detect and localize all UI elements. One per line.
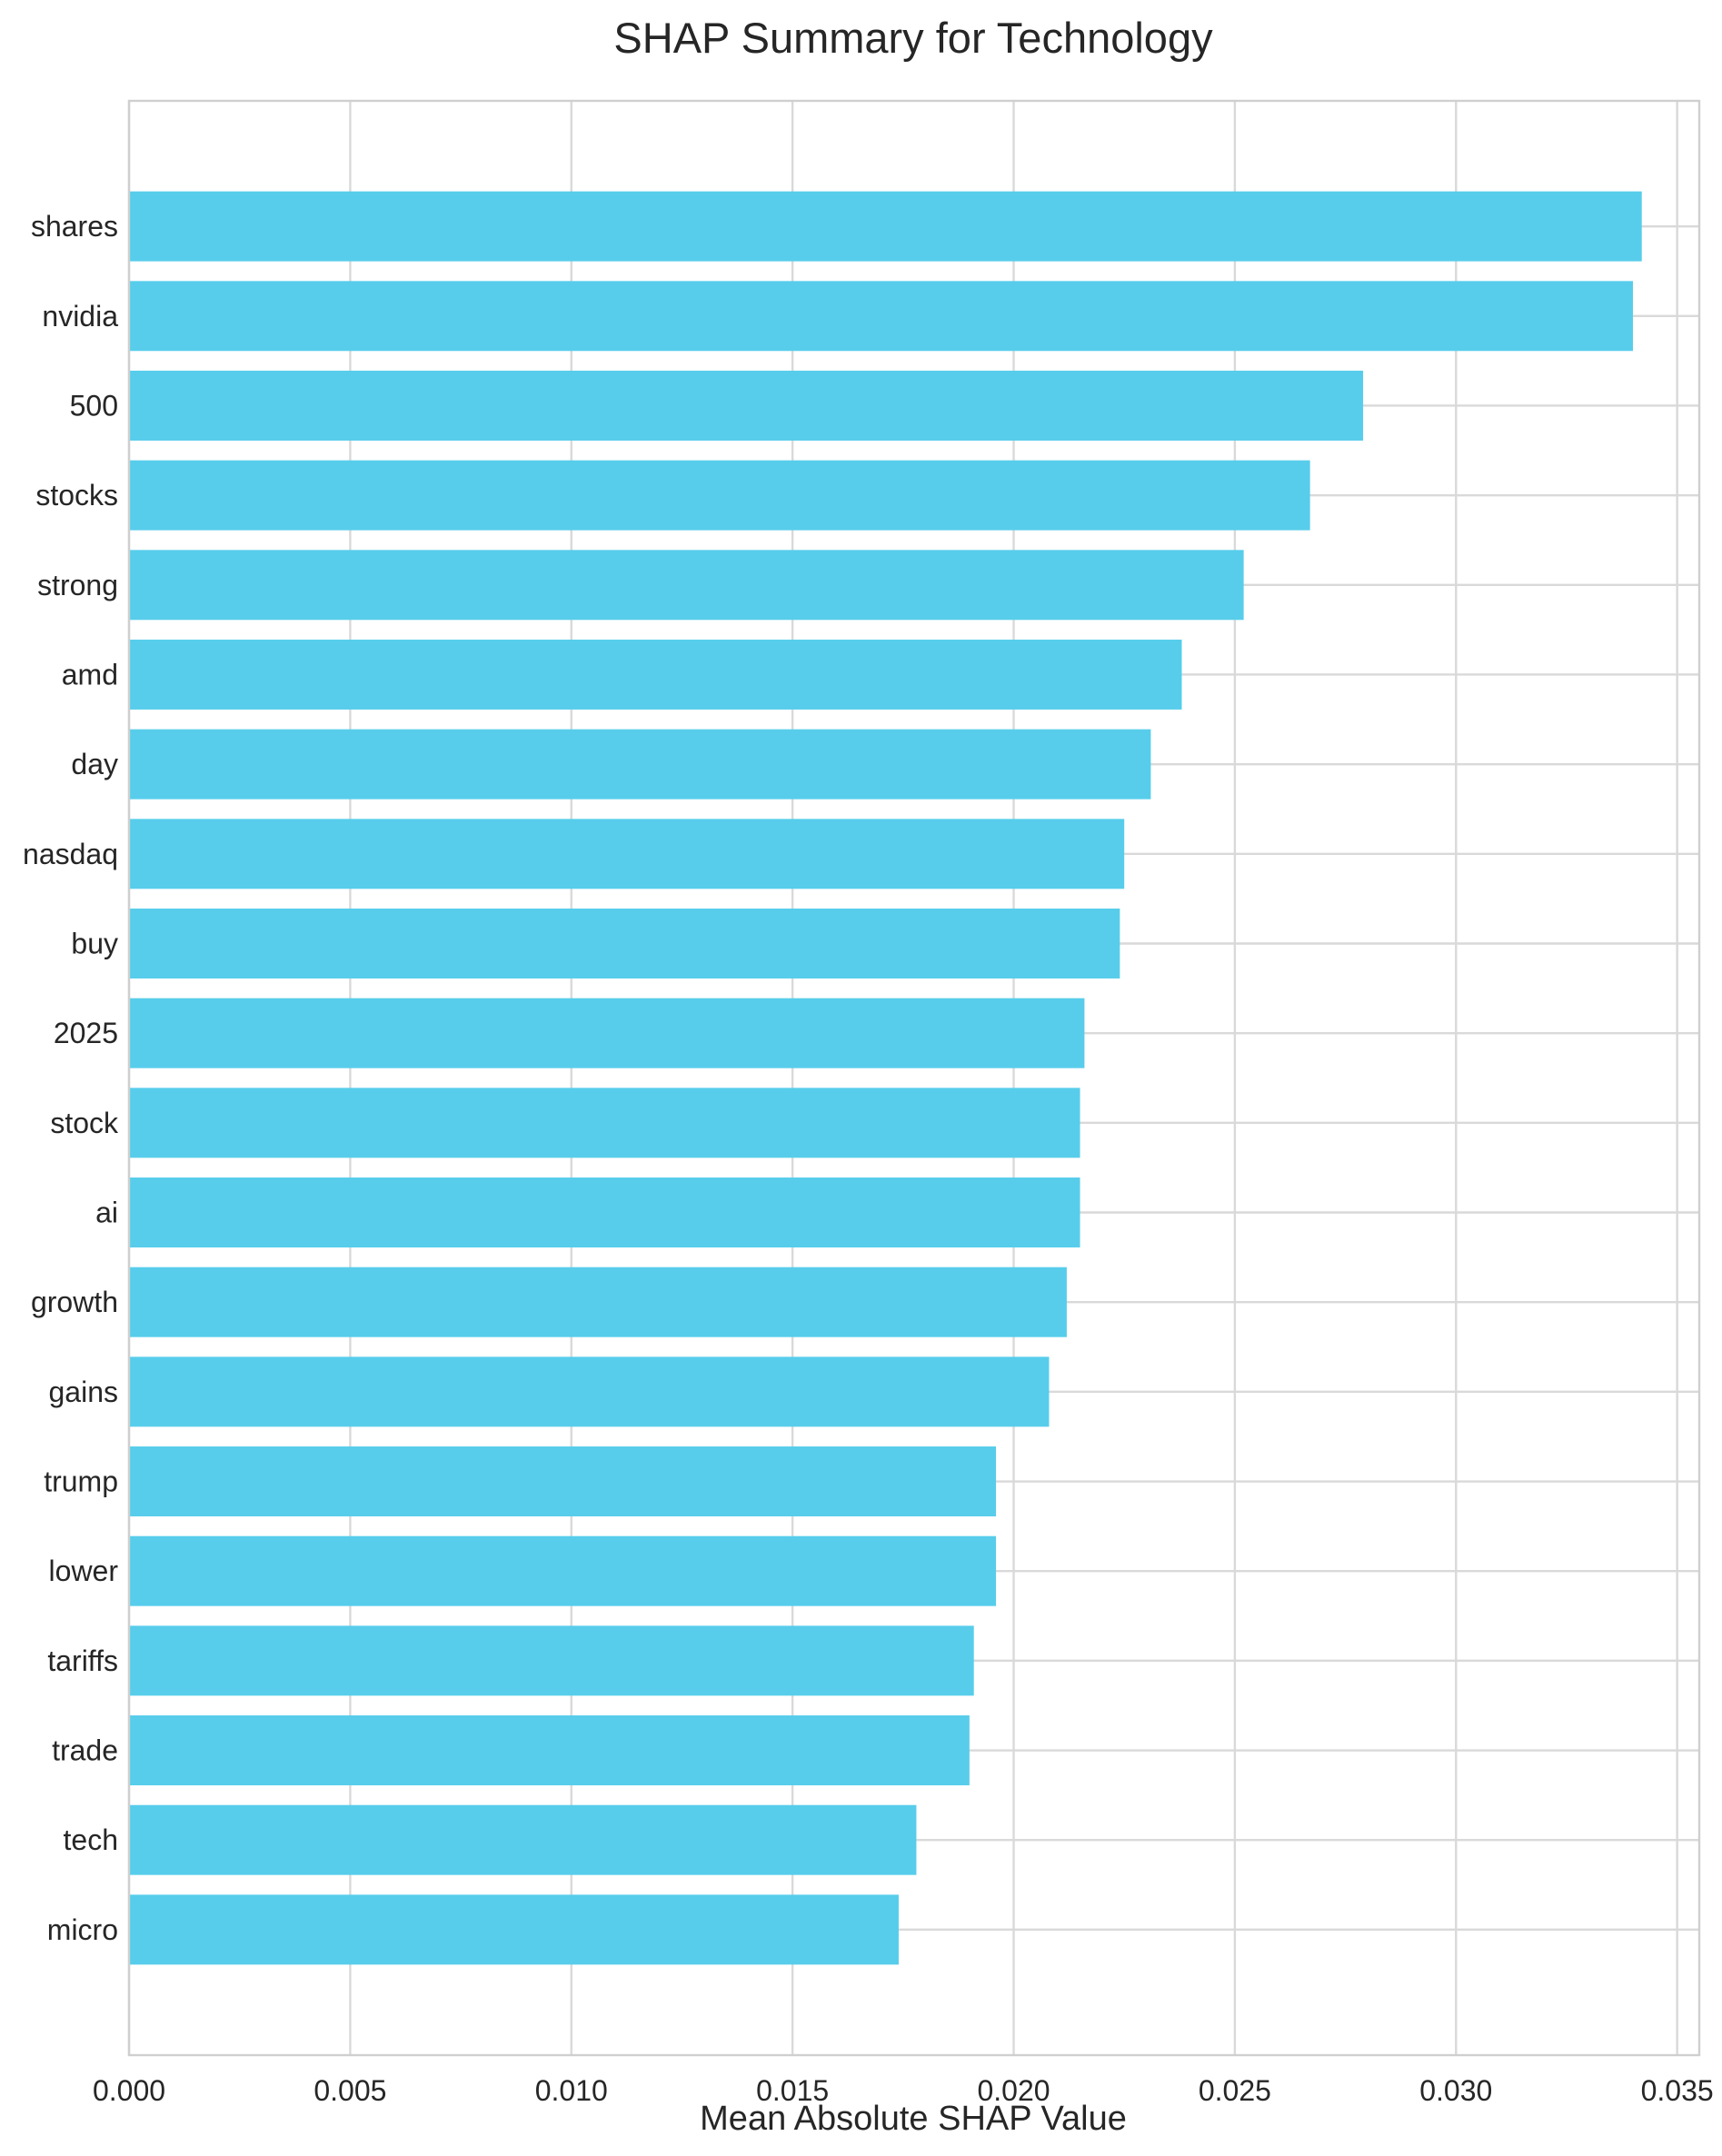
y-tick-label: amd xyxy=(62,658,118,691)
y-tick-label: lower xyxy=(49,1555,119,1587)
bar-stock xyxy=(129,1088,1080,1158)
bar-500 xyxy=(129,370,1364,441)
x-tick-labels: 0.000 0.005 0.010 0.015 0.020 0.025 0.030 0.035 xyxy=(93,2074,1714,2107)
x-tick-label: 0.030 xyxy=(1419,2074,1492,2107)
bar-growth xyxy=(129,1267,1067,1337)
y-tick-label: gains xyxy=(49,1376,119,1408)
chart-title: SHAP Summary for Technology xyxy=(613,14,1213,62)
y-tick-label: nasdaq xyxy=(23,838,118,870)
y-tick-label: stocks xyxy=(35,479,118,512)
bar-tech xyxy=(129,1804,917,1875)
bar-lower xyxy=(129,1535,997,1606)
bar-buy xyxy=(129,909,1120,979)
y-tick-label: strong xyxy=(37,569,118,601)
x-tick-label: 0.010 xyxy=(535,2074,608,2107)
x-tick-label: 0.005 xyxy=(314,2074,386,2107)
y-tick-label: stock xyxy=(50,1107,119,1139)
y-tick-labels: shares nvidia 500 stocks strong amd day nasdaq b… xyxy=(23,210,119,1946)
x-axis-label: Mean Absolute SHAP Value xyxy=(700,2100,1127,2138)
bar-ai xyxy=(129,1177,1080,1247)
x-tick-label: 0.035 xyxy=(1641,2074,1714,2107)
y-tick-label: growth xyxy=(31,1286,118,1318)
bar-nasdaq xyxy=(129,819,1125,889)
x-tick-label: 0.025 xyxy=(1199,2074,1271,2107)
bar-trade xyxy=(129,1715,970,1786)
bar-amd xyxy=(129,640,1182,710)
bar-tariffs xyxy=(129,1625,974,1696)
plot-frame xyxy=(127,99,1701,2057)
y-tick-label: ai xyxy=(95,1197,118,1229)
y-tick-label: shares xyxy=(31,210,118,243)
bar-2025 xyxy=(129,998,1085,1068)
y-tick-label: 2025 xyxy=(54,1017,118,1049)
bars xyxy=(129,191,1642,1965)
bar-stocks xyxy=(129,460,1310,531)
y-tick-label: trade xyxy=(52,1734,118,1767)
bar-nvidia xyxy=(129,281,1633,352)
bar-micro xyxy=(129,1894,899,1965)
y-tick-label: micro xyxy=(47,1913,118,1946)
y-tick-label: nvidia xyxy=(42,300,118,333)
x-tick-label: 0.015 xyxy=(756,2074,829,2107)
y-tick-label: tariffs xyxy=(47,1644,118,1677)
bar-shares xyxy=(129,191,1642,262)
x-tick-label: 0.020 xyxy=(977,2074,1050,2107)
bar-day xyxy=(129,729,1151,800)
y-tick-label: trump xyxy=(44,1465,118,1498)
y-tick-label: 500 xyxy=(70,389,118,422)
bar-trump xyxy=(129,1446,997,1516)
y-tick-label: day xyxy=(71,748,118,780)
y-tick-label: buy xyxy=(71,927,118,959)
bar-gains xyxy=(129,1356,1050,1427)
x-tick-label: 0.000 xyxy=(93,2074,165,2107)
y-tick-label: tech xyxy=(64,1823,118,1856)
bar-strong xyxy=(129,550,1244,621)
